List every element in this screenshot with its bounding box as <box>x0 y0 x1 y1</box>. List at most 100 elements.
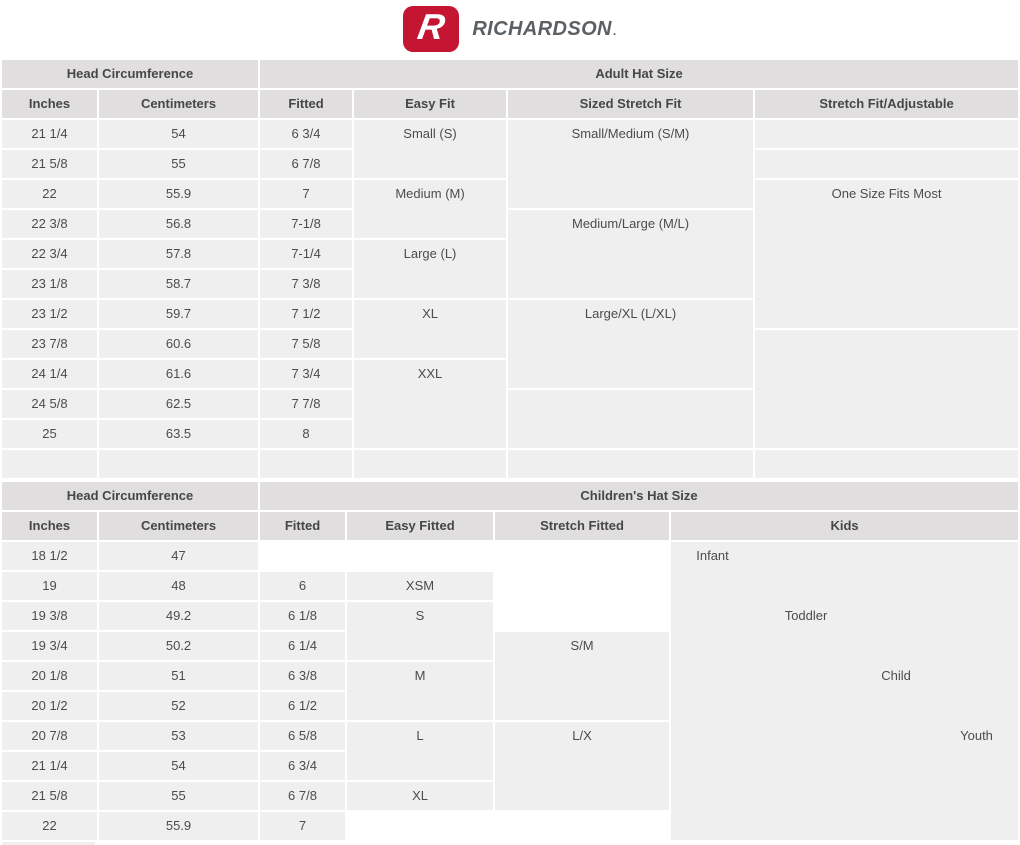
richardson-logo-icon: R <box>403 6 460 52</box>
adult-fitted-cell: 7-1/8 <box>260 210 353 238</box>
child-inches-cell: 19 3/4 <box>2 632 97 660</box>
table-row: 19 3/4 50.2 6 1/4 S/M <box>2 632 1018 720</box>
col-header-stretch-fit-adjustable: Stretch Fit/Adjustable <box>755 90 1019 118</box>
adult-inches-cell: 23 7/8 <box>2 330 97 358</box>
adult-group-header-row: Head Circumference Adult Hat Size <box>2 60 1019 88</box>
logo-letter: R <box>415 6 449 47</box>
empty-cell <box>755 330 1019 448</box>
adult-fitted-cell: 7 <box>260 180 353 208</box>
child-fitted-cell: 6 1/8 <box>260 602 346 630</box>
child-inches-cell: 20 7/8 <box>2 722 97 750</box>
child-fitted-cell: 6 1/4 <box>260 632 346 660</box>
table-row: 21 5/8 55 6 7/8 <box>2 150 1019 178</box>
col-header-stretch-fitted: Stretch Fitted <box>495 512 670 540</box>
blank-cell <box>495 812 670 840</box>
blank-cell <box>347 812 494 840</box>
adult-fitted-cell: 7-1/4 <box>260 240 353 268</box>
adult-cm-cell: 56.8 <box>99 210 259 238</box>
adult-column-header-row: Inches Centimeters Fitted Easy Fit Sized… <box>2 90 1019 118</box>
adult-cm-cell: 58.7 <box>99 270 259 298</box>
empty-cell <box>508 450 754 478</box>
adult-inches-cell: 22 3/8 <box>2 210 97 238</box>
empty-cell <box>2 450 97 478</box>
child-inches-cell: 22 <box>2 812 97 840</box>
adult-cm-cell: 63.5 <box>99 420 259 448</box>
table-row: 19 48 6 XSM <box>2 572 1018 600</box>
kids-youth-cell: Youth <box>935 722 1019 810</box>
col-header-inches: Inches <box>2 90 97 118</box>
easy-fit-xl-cell: XL <box>354 300 507 358</box>
adult-inches-cell: 24 1/4 <box>2 360 97 388</box>
adult-inches-cell: 23 1/2 <box>2 300 97 328</box>
table-row <box>2 450 1019 478</box>
brand-name-text: RICHARDSON <box>472 17 612 40</box>
table-row: 18 1/2 47 Infant Toddler Child Youth <box>2 542 1019 840</box>
child-cm-cell: 52 <box>99 692 259 720</box>
table-row: 21 1/4 54 6 3/4 Small (S) Small/Medium (… <box>2 120 1019 208</box>
stretch-fitted-sm-cell: S/M <box>495 632 670 720</box>
adult-fitted-cell: 7 1/2 <box>260 300 353 328</box>
empty-cell <box>99 450 259 478</box>
col-header-fitted: Fitted <box>260 90 353 118</box>
easy-fitted-s-cell: S <box>347 602 494 660</box>
table-row: 23 1/8 58.7 7 3/8 <box>2 270 1018 298</box>
adult-fitted-cell: 7 7/8 <box>260 390 353 418</box>
blank-cell <box>495 542 670 630</box>
easy-fitted-m-cell: M <box>347 662 494 720</box>
children-column-header-row: Inches Centimeters Fitted Easy Fitted St… <box>2 512 1019 540</box>
kids-child-cell: Child <box>859 662 934 750</box>
child-cm-cell: 54 <box>99 752 259 780</box>
empty-cell <box>755 450 1019 478</box>
child-fitted-cell: 7 <box>260 812 346 840</box>
empty-cell <box>354 450 507 478</box>
col-header-fitted: Fitted <box>260 512 346 540</box>
empty-cell <box>755 120 1019 148</box>
adult-cm-cell: 57.8 <box>99 240 259 268</box>
sized-stretch-lxl-cell: Large/XL (L/XL) <box>508 300 754 388</box>
child-fitted-cell: 6 1/2 <box>260 692 346 720</box>
adult-fitted-cell: 8 <box>260 420 353 448</box>
adult-cm-cell: 55 <box>99 150 259 178</box>
col-header-centimeters: Centimeters <box>99 512 259 540</box>
one-size-fits-most-cell: One Size Fits Most <box>755 180 1019 328</box>
blank-cell <box>260 542 346 570</box>
col-header-kids: Kids <box>671 512 1019 540</box>
stretch-fitted-lx-cell: L/X <box>495 722 670 810</box>
child-fitted-cell: 6 <box>260 572 346 600</box>
table-row: 19 3/8 49.2 6 1/8 S <box>2 602 1018 660</box>
table-row: 23 1/2 59.7 7 1/2 XL Large/XL (L/XL) <box>2 300 1018 388</box>
table-row: 21 1/4 54 6 3/4 <box>2 752 1018 780</box>
group-header-adult-hat-size: Adult Hat Size <box>260 60 1019 88</box>
group-header-head-circumference: Head Circumference <box>2 482 259 510</box>
col-header-inches: Inches <box>2 512 97 540</box>
child-cm-cell: 55.9 <box>99 812 259 840</box>
trademark-dot: . <box>612 23 617 38</box>
children-group-header-row: Head Circumference Children's Hat Size <box>2 482 1019 510</box>
table-row: 24 5/8 62.5 7 7/8 <box>2 390 1018 448</box>
group-header-children-hat-size: Children's Hat Size <box>260 482 1019 510</box>
adult-inches-cell: 22 <box>2 180 97 208</box>
table-row: 22 3/4 57.8 7-1/4 Large (L) <box>2 240 1018 298</box>
easy-fit-medium-cell: Medium (M) <box>354 180 507 238</box>
adult-inches-cell: 21 5/8 <box>2 150 97 178</box>
col-header-sized-stretch-fit: Sized Stretch Fit <box>508 90 754 118</box>
kids-toddler-cell: Toddler <box>756 602 857 690</box>
col-header-centimeters: Centimeters <box>99 90 259 118</box>
child-cm-cell: 55 <box>99 782 259 810</box>
adult-fitted-cell: 7 5/8 <box>260 330 353 358</box>
adult-cm-cell: 62.5 <box>99 390 259 418</box>
child-fitted-cell: 6 3/8 <box>260 662 346 690</box>
child-fitted-cell: 6 5/8 <box>260 722 346 750</box>
adult-hat-size-table: Head Circumference Adult Hat Size Inches… <box>0 58 1020 480</box>
child-inches-cell: 20 1/2 <box>2 692 97 720</box>
adult-cm-cell: 59.7 <box>99 300 259 328</box>
empty-cell <box>260 450 353 478</box>
table-row: 25 63.5 8 <box>2 420 1018 448</box>
child-fitted-cell: 6 7/8 <box>260 782 346 810</box>
child-inches-cell: 19 <box>2 572 97 600</box>
group-header-head-circumference: Head Circumference <box>2 60 259 88</box>
child-inches-cell: 18 1/2 <box>2 542 97 570</box>
child-cm-cell: 51 <box>99 662 259 690</box>
easy-fitted-xl-cell: XL <box>347 782 494 810</box>
easy-fitted-l-cell: L <box>347 722 494 780</box>
